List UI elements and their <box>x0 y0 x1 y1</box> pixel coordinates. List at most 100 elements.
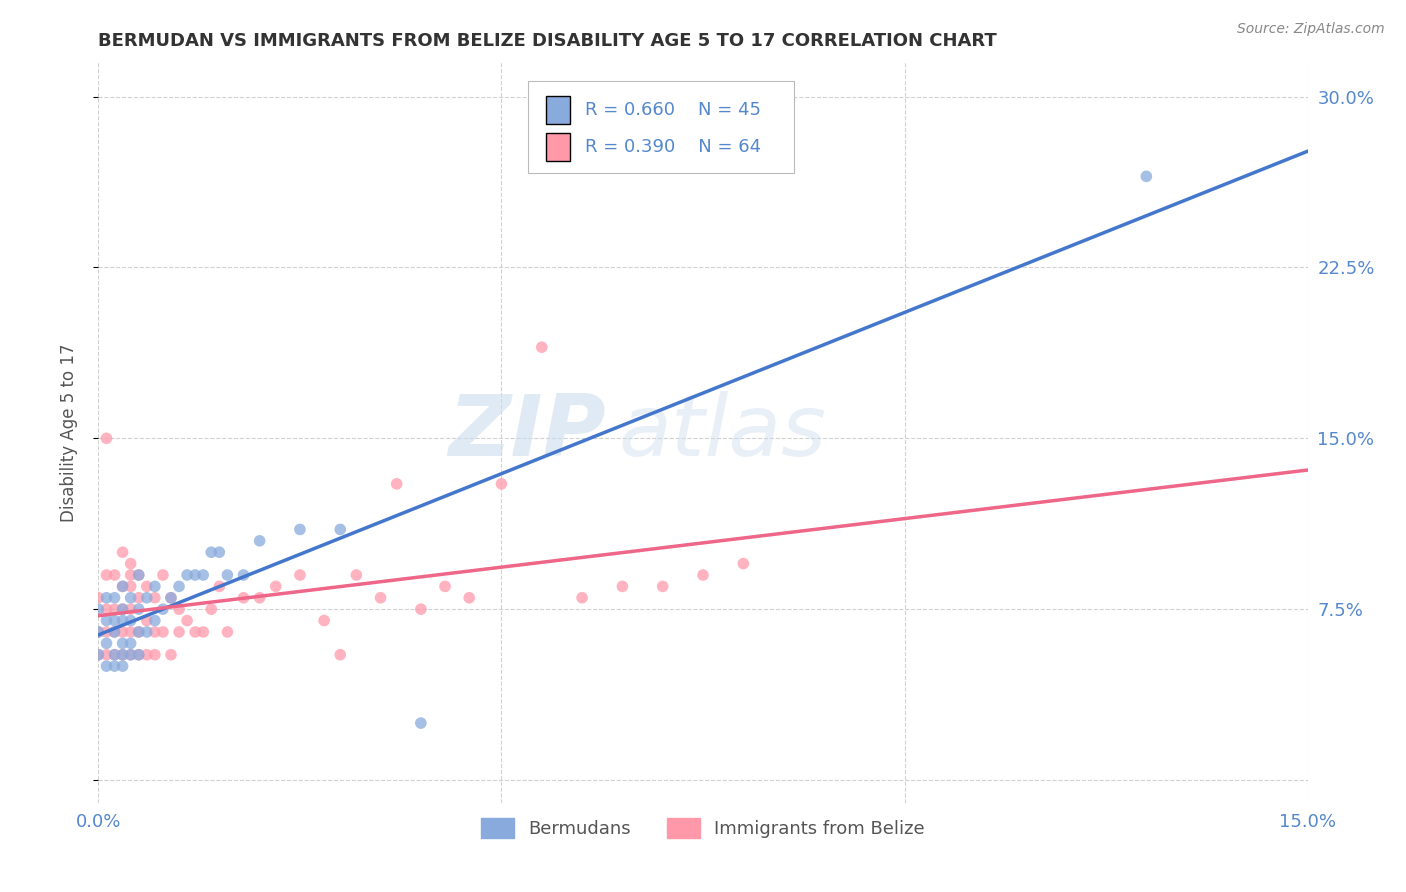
Point <box>409 716 432 731</box>
Point <box>103 568 125 582</box>
Point <box>167 579 190 593</box>
Point <box>176 614 198 628</box>
Point <box>314 614 336 628</box>
Point <box>232 591 254 605</box>
Point <box>1135 169 1157 184</box>
Point <box>200 545 222 559</box>
Point <box>651 579 673 593</box>
Text: ZIP: ZIP <box>449 391 606 475</box>
Point <box>434 579 457 593</box>
Y-axis label: Disability Age 5 to 17: Disability Age 5 to 17 <box>59 343 77 522</box>
Point <box>103 614 125 628</box>
Point <box>96 624 118 639</box>
Point <box>87 624 110 639</box>
Point <box>120 614 142 628</box>
Point <box>329 523 352 537</box>
Point <box>96 659 118 673</box>
Point <box>87 624 110 639</box>
Point <box>135 648 157 662</box>
Text: atlas: atlas <box>619 391 827 475</box>
Point <box>103 602 125 616</box>
Text: Source: ZipAtlas.com: Source: ZipAtlas.com <box>1237 22 1385 37</box>
Text: BERMUDAN VS IMMIGRANTS FROM BELIZE DISABILITY AGE 5 TO 17 CORRELATION CHART: BERMUDAN VS IMMIGRANTS FROM BELIZE DISAB… <box>98 32 997 50</box>
Point <box>329 648 352 662</box>
Point <box>530 340 553 354</box>
Point <box>217 568 239 582</box>
Point <box>143 579 166 593</box>
Point <box>120 579 142 593</box>
Point <box>96 568 118 582</box>
Point <box>264 579 287 593</box>
Point <box>87 602 110 616</box>
Point <box>111 636 134 650</box>
Point <box>111 545 134 559</box>
Point <box>120 648 142 662</box>
Point <box>120 568 142 582</box>
Point <box>193 624 215 639</box>
Point <box>167 624 190 639</box>
Point <box>176 568 198 582</box>
Point <box>96 431 118 445</box>
FancyBboxPatch shape <box>527 81 793 173</box>
Point <box>103 648 125 662</box>
Point <box>103 624 125 639</box>
Point <box>152 568 174 582</box>
Point <box>135 591 157 605</box>
Point <box>143 624 166 639</box>
Point <box>128 591 150 605</box>
Point <box>184 568 207 582</box>
Point <box>344 568 367 582</box>
Point <box>111 614 134 628</box>
Point <box>103 591 125 605</box>
Point <box>120 602 142 616</box>
Point <box>208 545 231 559</box>
Point <box>111 579 134 593</box>
Point <box>87 648 110 662</box>
Point <box>128 624 150 639</box>
Point <box>87 648 110 662</box>
Point <box>571 591 593 605</box>
Point <box>103 624 125 639</box>
Point <box>111 648 134 662</box>
Point <box>111 579 134 593</box>
Point <box>143 591 166 605</box>
Point <box>217 624 239 639</box>
Point <box>111 648 134 662</box>
Point <box>128 568 150 582</box>
Point <box>409 602 432 616</box>
Point <box>491 476 513 491</box>
Point <box>193 568 215 582</box>
Legend: Bermudans, Immigrants from Belize: Bermudans, Immigrants from Belize <box>474 810 932 846</box>
Point <box>288 568 311 582</box>
Point <box>249 533 271 548</box>
Point <box>111 602 134 616</box>
FancyBboxPatch shape <box>546 95 569 124</box>
Point <box>111 602 134 616</box>
Point <box>152 624 174 639</box>
Point <box>128 568 150 582</box>
Point <box>103 659 125 673</box>
Point <box>128 624 150 639</box>
Text: R = 0.390    N = 64: R = 0.390 N = 64 <box>585 138 761 156</box>
Point <box>135 624 157 639</box>
Point <box>111 659 134 673</box>
Point <box>370 591 392 605</box>
Point <box>167 602 190 616</box>
Point <box>184 624 207 639</box>
Point <box>692 568 714 582</box>
Point <box>200 602 222 616</box>
Point <box>160 591 183 605</box>
Point <box>232 568 254 582</box>
Point <box>120 557 142 571</box>
Point <box>143 648 166 662</box>
Point <box>612 579 634 593</box>
Point <box>120 636 142 650</box>
Point <box>96 591 118 605</box>
Point <box>120 624 142 639</box>
Point <box>152 602 174 616</box>
Point <box>128 648 150 662</box>
Point <box>96 614 118 628</box>
Point <box>458 591 481 605</box>
Point <box>385 476 408 491</box>
Point <box>103 648 125 662</box>
